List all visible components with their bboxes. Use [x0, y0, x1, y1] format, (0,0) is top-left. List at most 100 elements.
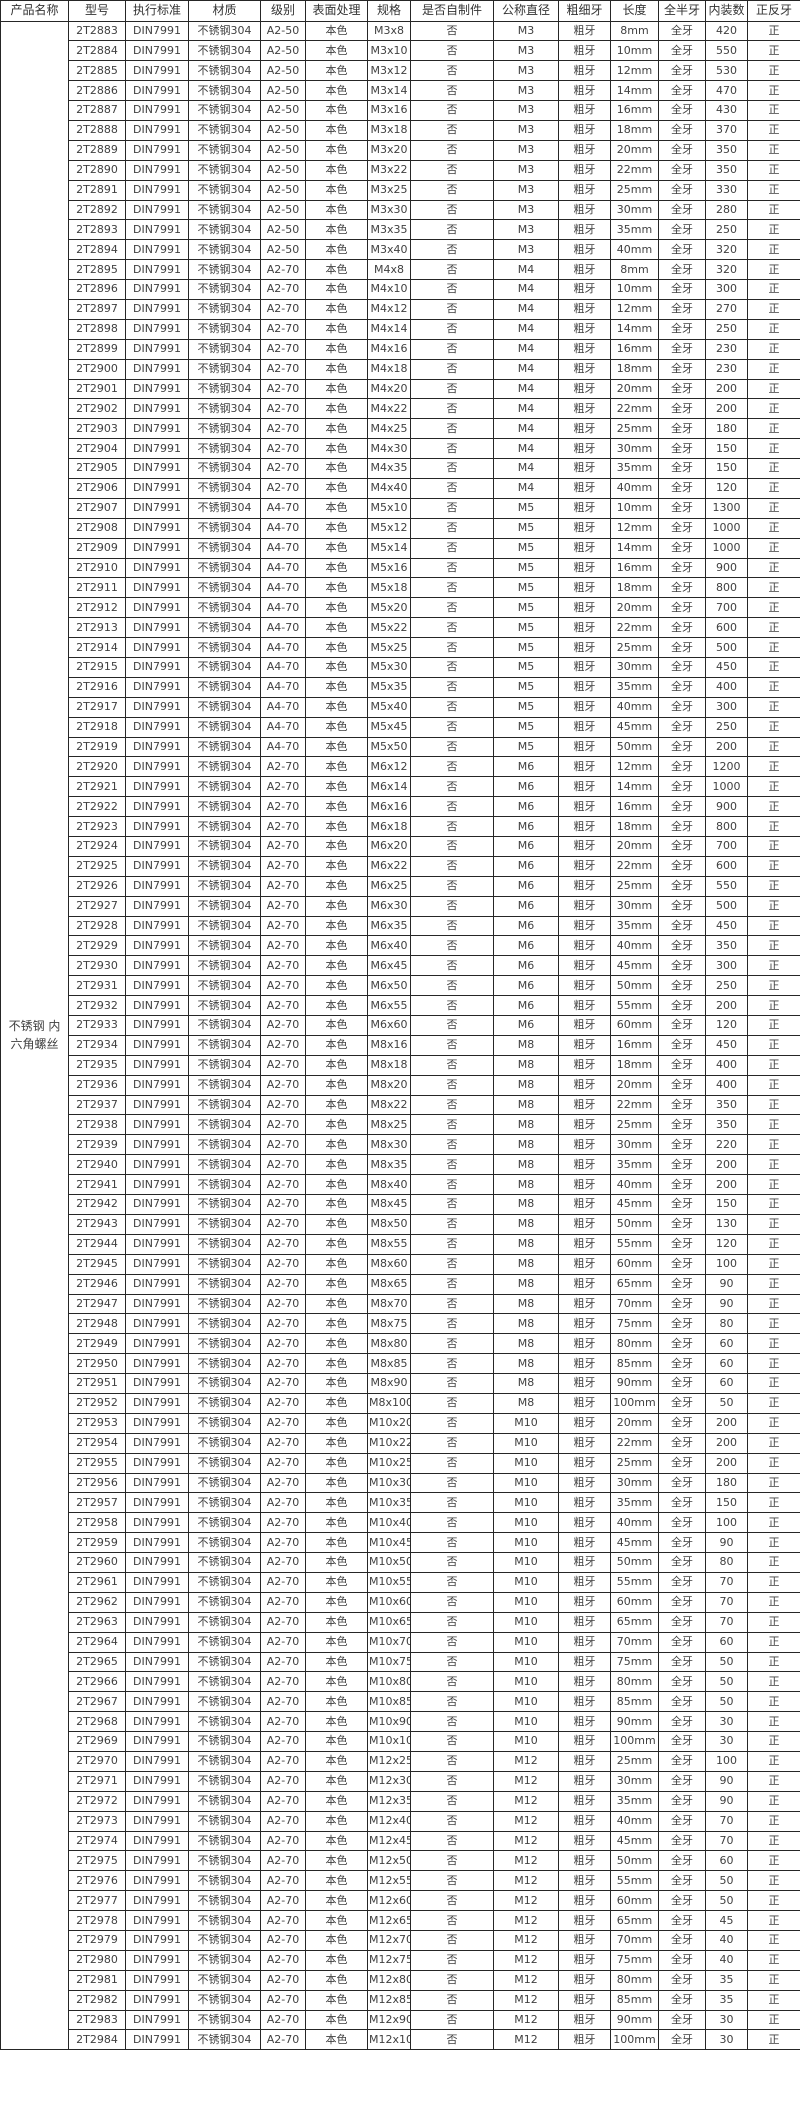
cell-pack-qty: 30 [705, 1731, 748, 1752]
cell-diameter: M4 [493, 458, 559, 479]
cell-surface: 本色 [305, 895, 368, 917]
cell-length: 40mm [610, 935, 659, 957]
cell-spec: M6x40 [367, 935, 411, 957]
cell-thread-direction: 正 [747, 199, 800, 221]
cell-model: 2T2938 [68, 1114, 126, 1136]
cell-pack-qty: 600 [705, 855, 748, 877]
cell-diameter: M8 [493, 1253, 559, 1275]
cell-surface: 本色 [305, 1174, 368, 1196]
cell-material: 不锈钢304 [188, 597, 261, 619]
cell-model: 2T2900 [68, 358, 126, 380]
cell-spec: M10x45 [367, 1532, 411, 1554]
cell-thread-type: 粗牙 [558, 955, 611, 977]
cell-pack-qty: 200 [705, 378, 748, 400]
cell-spec: M8x75 [367, 1313, 411, 1335]
cell-thread-coverage: 全牙 [658, 1651, 706, 1673]
cell-thread-direction: 正 [747, 497, 800, 519]
cell-diameter: M10 [493, 1412, 559, 1434]
cell-thread-type: 粗牙 [558, 1333, 611, 1355]
cell-surface: 本色 [305, 1571, 368, 1593]
cell-self-made: 否 [410, 1174, 494, 1196]
cell-surface: 本色 [305, 1452, 368, 1474]
cell-surface: 本色 [305, 1890, 368, 1912]
cell-model: 2T2941 [68, 1174, 126, 1196]
cell-surface: 本色 [305, 1015, 368, 1036]
cell-thread-direction: 正 [747, 1034, 800, 1056]
cell-material: 不锈钢304 [188, 1114, 261, 1136]
cell-thread-type: 粗牙 [558, 239, 611, 261]
cell-self-made: 否 [410, 1273, 494, 1295]
cell-model: 2T2931 [68, 975, 126, 997]
cell-spec: M5x10 [367, 497, 411, 519]
cell-spec: M3x30 [367, 199, 411, 221]
cell-model: 2T2945 [68, 1253, 126, 1275]
cell-model: 2T2921 [68, 776, 126, 798]
cell-material: 不锈钢304 [188, 477, 261, 499]
table-row: 2T2969DIN7991不锈钢304A2-70本色M10x100否M10粗牙1… [1, 1731, 800, 1752]
cell-length: 60mm [610, 1015, 659, 1036]
cell-thread-direction: 正 [747, 1472, 800, 1494]
cell-model: 2T2982 [68, 1989, 126, 2011]
cell-spec: M5x30 [367, 657, 411, 678]
cell-thread-direction: 正 [747, 338, 800, 360]
cell-surface: 本色 [305, 935, 368, 957]
cell-length: 50mm [610, 1552, 659, 1573]
cell-length: 30mm [610, 1770, 659, 1792]
cell-material: 不锈钢304 [188, 179, 261, 201]
table-row: 2T2914 DIN7991 不锈钢304 A4-70 本色 M5x25 否 M5 粗牙 25mm… [1, 637, 800, 658]
cell-pack-qty: 100 [705, 1253, 748, 1275]
cell-thread-type: 粗牙 [558, 318, 611, 340]
cell-thread-type: 粗牙 [558, 1015, 611, 1036]
table-row: 2T2911 DIN7991 不锈钢304 A4-70 本色 M5x18 否 M5 粗牙 18mm… [1, 577, 800, 599]
cell-length: 35mm [610, 915, 659, 937]
cell-surface: 本色 [305, 537, 368, 559]
table-row: 2T2975 DIN7991 不锈钢304 A2-70 本色 M12x50 否 M12 粗牙 50… [1, 1850, 800, 1872]
cell-thread-type: 粗牙 [558, 119, 611, 141]
cell-length: 55mm [610, 995, 659, 1017]
table-row: 2T2946 DIN7991 不锈钢304 A2-70 本色 M8x65 否 M8 粗牙 65mm… [1, 1273, 800, 1295]
cell-thread-coverage: 全牙 [658, 577, 706, 599]
cell-grade: A2-70 [260, 1870, 306, 1892]
cell-thread-coverage: 全牙 [658, 1750, 706, 1772]
cell-spec: M6x30 [367, 895, 411, 917]
cell-material: 不锈钢304 [188, 40, 261, 62]
cell-model: 2T2933 [68, 1015, 126, 1036]
table-row: 2T2983 DIN7991 不锈钢304 A2-70 本色 M12x90 否 M12 粗牙 90… [1, 2009, 800, 2031]
cell-diameter: M8 [493, 1074, 559, 1096]
cell-pack-qty: 550 [705, 40, 748, 62]
cell-spec: M3x16 [367, 100, 411, 121]
cell-pack-qty: 90 [705, 1770, 748, 1792]
cell-thread-direction: 正 [747, 736, 800, 758]
cell-thread-type: 粗牙 [558, 279, 611, 300]
cell-surface: 本色 [305, 955, 368, 977]
cell-standard: DIN7991 [125, 159, 189, 181]
cell-pack-qty: 300 [705, 955, 748, 977]
cell-spec: M12x80 [367, 1969, 411, 1991]
cell-grade: A2-70 [260, 1174, 306, 1196]
cell-material: 不锈钢304 [188, 1810, 261, 1832]
cell-pack-qty: 400 [705, 676, 748, 698]
cell-self-made: 否 [410, 398, 494, 420]
cell-thread-direction: 正 [747, 1930, 800, 1951]
cell-thread-coverage: 全牙 [658, 239, 706, 261]
cell-standard: DIN7991 [125, 1870, 189, 1892]
table-row: 2T2930 DIN7991 不锈钢304 A2-70 本色 M6x45 否 M6 粗牙 45mm… [1, 955, 800, 977]
cell-thread-direction: 正 [747, 358, 800, 380]
cell-self-made: 否 [410, 1154, 494, 1176]
cell-grade: A2-70 [260, 1810, 306, 1832]
cell-material: 不锈钢304 [188, 298, 261, 320]
cell-model: 2T2915 [68, 657, 126, 678]
cell-thread-coverage: 全牙 [658, 1134, 706, 1156]
cell-standard: DIN7991 [125, 597, 189, 619]
cell-grade: A4-70 [260, 617, 306, 639]
table-row: 2T2968 DIN7991 不锈钢304 A2-70 本色 M10x90 否 M10 粗牙 90… [1, 1711, 800, 1733]
table-row: 2T2947 DIN7991 不锈钢304 A2-70 本色 M8x70 否 M8 粗牙 70mm… [1, 1293, 800, 1315]
cell-thread-type: 粗牙 [558, 1392, 611, 1414]
cell-surface: 本色 [305, 418, 368, 440]
table-row: 2T2898 DIN7991 不锈钢304 A2-70 本色 M4x14 否 M4 粗牙 14mm… [1, 318, 800, 340]
cell-thread-type: 粗牙 [558, 100, 611, 121]
cell-thread-type: 粗牙 [558, 1611, 611, 1633]
cell-material: 不锈钢304 [188, 816, 261, 838]
cell-material: 不锈钢304 [188, 358, 261, 380]
cell-model: 2T2964 [68, 1631, 126, 1653]
